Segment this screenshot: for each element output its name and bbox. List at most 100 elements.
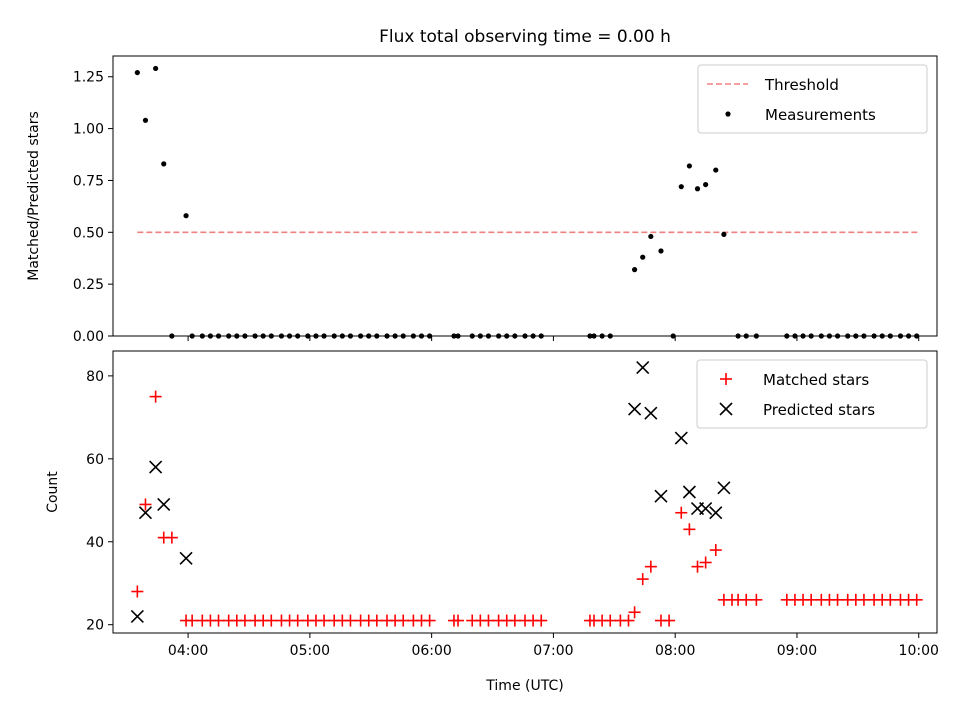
predicted-stars-point	[699, 502, 713, 516]
matched-stars-point	[675, 506, 688, 519]
bottom-ticks: 04:00 05:00 06:00 07:00 08:00 09:00 10:00 20 40 6…	[86, 369, 939, 659]
matched-stars-point	[644, 560, 657, 573]
measurements-point	[694, 186, 701, 192]
predicted-stars-point	[682, 485, 696, 499]
x-tick-label: 06:00	[411, 643, 451, 659]
measurements-point	[183, 213, 189, 219]
measurements-point	[648, 233, 654, 240]
matched-stars-point	[604, 614, 617, 627]
measurements-point	[721, 231, 727, 237]
predicted-stars-point	[157, 497, 171, 512]
matched-stars-point	[750, 593, 763, 606]
measurements-point	[161, 161, 167, 167]
matched-stars-point	[691, 560, 704, 573]
matched-stars-point	[683, 523, 696, 536]
y-tick-label: 0.25	[73, 277, 104, 293]
predicted-stars-point	[179, 551, 193, 565]
matched-stars-point	[397, 614, 410, 627]
top-plot-frame	[112, 55, 938, 337]
matched-stars-point	[535, 614, 548, 627]
predicted-stars-point	[709, 506, 723, 520]
y-tick-label: 40	[86, 535, 104, 551]
matched-stars-point	[165, 531, 178, 544]
bottom-marks	[130, 361, 923, 627]
bottom-panel: Count Time (UTC) 04:00 05:00 06:00 07:00 08:…	[45, 350, 939, 694]
matched-stars-point	[699, 556, 712, 569]
predicted-stars-point	[636, 361, 650, 375]
top-ticks: 0.00 0.25 0.50 0.75 1.00 1.25	[73, 70, 920, 345]
y-tick-label: 1.25	[73, 70, 104, 86]
measurements-point	[678, 184, 684, 190]
predicted-stars-point	[149, 460, 163, 474]
matched-stars-point	[344, 614, 357, 627]
legend-threshold-label: Threshold	[764, 76, 839, 94]
y-tick-label: 80	[86, 369, 104, 385]
matched-stars-point	[857, 593, 870, 606]
measurements-point	[658, 248, 664, 254]
top-legend-box	[697, 64, 928, 134]
x-tick-label: 07:00	[533, 643, 573, 659]
bottom-y-axis-label: Count	[45, 471, 61, 513]
predicted-stars-point	[674, 431, 688, 445]
x-tick-label: 08:00	[655, 643, 695, 659]
legend-matched-swatch	[720, 373, 732, 385]
matched-stars-point	[884, 593, 897, 606]
x-tick-label: 05:00	[290, 643, 330, 659]
matched-stars-point	[709, 544, 722, 557]
measurements-point	[134, 69, 140, 76]
matched-stars-point	[265, 614, 278, 627]
matched-stars-point	[238, 614, 251, 627]
legend-predicted-swatch	[719, 402, 733, 416]
matched-stars-point	[452, 614, 465, 627]
matched-stars-point	[423, 614, 436, 627]
legend-matched-label: Matched stars	[763, 371, 869, 389]
matched-stars-point	[508, 614, 521, 627]
top-panel: Flux total observing time = 0.00 h Match…	[26, 27, 938, 345]
bottom-legend: Matched stars Predicted stars	[696, 359, 928, 429]
measurements-point	[631, 267, 638, 273]
measurements-point	[153, 65, 159, 72]
matched-stars-point	[805, 593, 818, 606]
legend-measurements-swatch	[725, 111, 731, 117]
top-y-axis-label: Matched/Predicted stars	[26, 111, 42, 281]
matched-stars-point	[139, 498, 152, 511]
matched-stars-point	[831, 593, 844, 606]
predicted-stars-point	[654, 489, 668, 503]
bottom-plot-frame	[112, 350, 938, 634]
x-tick-label: 04:00	[168, 643, 208, 659]
y-tick-label: 0.50	[73, 225, 104, 241]
y-tick-label: 1.00	[73, 122, 104, 138]
predicted-stars-point	[644, 406, 658, 420]
y-tick-label: 60	[86, 452, 104, 468]
measurements-point	[640, 254, 646, 260]
y-tick-label: 0.00	[73, 329, 104, 345]
y-tick-label: 20	[86, 618, 104, 634]
matched-stars-point	[186, 614, 199, 627]
predicted-stars-point	[717, 481, 731, 495]
legend-measurements-label: Measurements	[765, 106, 876, 124]
matched-stars-point	[910, 593, 923, 606]
y-tick-label: 0.75	[73, 173, 104, 189]
measurements-point	[142, 117, 149, 123]
matched-stars-point	[482, 614, 495, 627]
matched-stars-point	[663, 614, 676, 627]
predicted-stars-point	[138, 506, 153, 520]
matched-stars-point	[131, 585, 144, 598]
matched-stars-point	[740, 593, 753, 606]
predicted-stars-point	[628, 402, 642, 416]
predicted-stars-point	[130, 609, 144, 623]
measurements-point	[703, 181, 709, 188]
measurements-point	[713, 167, 719, 173]
matched-stars-point	[622, 614, 635, 627]
matched-stars-point	[318, 614, 331, 627]
top-legend: Threshold Measurements	[697, 64, 928, 134]
top-chart-title: Flux total observing time = 0.00 h	[379, 27, 671, 47]
matched-stars-point	[212, 614, 225, 627]
matched-stars-point	[370, 614, 383, 627]
measurements-point	[686, 163, 692, 169]
matched-stars-point	[149, 390, 162, 403]
matched-stars-point	[628, 606, 641, 619]
matched-stars-point	[636, 573, 649, 586]
bottom-x-axis-label: Time (UTC)	[485, 678, 563, 694]
